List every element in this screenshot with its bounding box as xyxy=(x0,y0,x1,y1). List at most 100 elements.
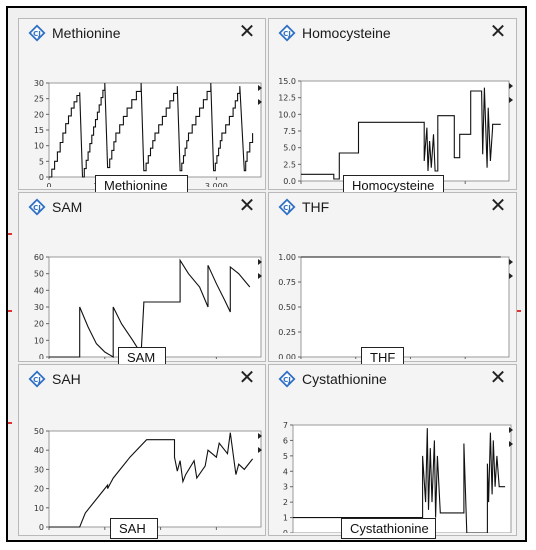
y-tick-label: 2.5 xyxy=(283,160,296,169)
series-label-badge: Cystathionine xyxy=(341,518,436,539)
series-label-badge: Methionine xyxy=(95,175,188,196)
y-tick-label: 30 xyxy=(34,79,44,88)
y-tick-label: 3 xyxy=(283,483,288,492)
y-tick-label: 10 xyxy=(34,504,44,513)
y-tick-label: 5 xyxy=(39,157,44,166)
y-tick-label: 50 xyxy=(34,270,44,279)
y-tick-label: 10.0 xyxy=(278,110,296,119)
window-title: THF xyxy=(302,199,330,215)
window-title-bar[interactable]: CJ Cystathionine ✕ xyxy=(269,365,516,393)
y-tick-label: 5 xyxy=(283,452,288,461)
chart-sam: 010203040506001 0002 0003 000 xyxy=(19,221,263,371)
app-logo-icon: CJ xyxy=(28,370,46,393)
scroll-arrow-icon xyxy=(258,85,262,91)
y-tick-label: 15 xyxy=(34,126,44,135)
scroll-arrow-icon xyxy=(258,433,262,439)
series-line xyxy=(49,258,251,358)
x-tick-label: 3 000 xyxy=(205,532,228,533)
y-tick-label: 60 xyxy=(34,253,44,262)
scroll-arrow-icon xyxy=(258,273,262,279)
scroll-arrow-icon xyxy=(258,447,262,453)
svg-text:CJ: CJ xyxy=(33,30,41,38)
y-tick-label: 10 xyxy=(34,336,44,345)
window-title-bar[interactable]: CJ Methionine ✕ xyxy=(19,19,265,47)
series-line xyxy=(293,428,506,534)
window-title-bar[interactable]: CJ SAH ✕ xyxy=(19,365,265,393)
chart-cystathionine: 0123456705001 0001 5002 0002 5003 0003 5… xyxy=(269,393,514,547)
y-tick-label: 1.00 xyxy=(278,253,296,262)
y-tick-label: 0.00 xyxy=(278,353,296,359)
y-tick-label: 0.25 xyxy=(278,328,296,337)
plot-area xyxy=(48,430,262,528)
close-icon[interactable]: ✕ xyxy=(489,21,507,43)
y-tick-label: 5.0 xyxy=(283,144,296,153)
window-title: Cystathionine xyxy=(302,371,387,387)
y-tick-label: 30 xyxy=(34,303,44,312)
y-tick-label: 0.75 xyxy=(278,278,296,287)
close-icon[interactable]: ✕ xyxy=(238,21,256,43)
x-tick-label: 0 xyxy=(46,182,51,187)
x-tick-label: 0 xyxy=(46,532,51,533)
app-logo-icon: CJ xyxy=(278,370,296,393)
app-logo-icon: CJ xyxy=(278,24,296,47)
window-title: Methionine xyxy=(52,25,121,41)
y-tick-label: 30 xyxy=(34,465,44,474)
svg-text:CJ: CJ xyxy=(283,376,291,384)
y-tick-label: 50 xyxy=(34,427,44,436)
series-line xyxy=(301,87,501,180)
app-logo-icon: CJ xyxy=(278,198,296,221)
chart-sah: 0102030405001 0002 0003 000 xyxy=(19,393,263,541)
edge-marker xyxy=(8,310,12,312)
window-title-bar[interactable]: CJ SAM ✕ xyxy=(19,193,265,221)
y-tick-label: 20 xyxy=(34,320,44,329)
scroll-arrow-icon xyxy=(509,259,513,265)
window-title: Homocysteine xyxy=(302,25,391,41)
x-tick-label: 3 000 xyxy=(454,186,477,187)
y-tick-label: 1 xyxy=(283,514,288,523)
scroll-arrow-icon xyxy=(258,259,262,265)
y-tick-label: 15.0 xyxy=(278,77,296,86)
chart-methionine: 05101520253001 0002 0003 000 xyxy=(19,47,263,192)
y-tick-label: 25 xyxy=(34,95,44,104)
edge-marker xyxy=(8,422,12,424)
y-tick-label: 40 xyxy=(34,446,44,455)
close-icon[interactable]: ✕ xyxy=(238,367,256,389)
window-title-bar[interactable]: CJ THF ✕ xyxy=(269,193,516,221)
scroll-arrow-icon xyxy=(509,83,513,89)
scroll-arrow-icon xyxy=(509,427,513,433)
y-tick-label: 20 xyxy=(34,110,44,119)
y-tick-label: 4 xyxy=(283,467,288,476)
svg-text:CJ: CJ xyxy=(283,204,291,212)
window-title: SAH xyxy=(52,371,81,387)
y-tick-label: 0 xyxy=(283,529,288,533)
y-tick-label: 0.0 xyxy=(283,177,296,186)
window-title-bar[interactable]: CJ Homocysteine ✕ xyxy=(269,19,516,47)
close-icon[interactable]: ✕ xyxy=(489,195,507,217)
close-icon[interactable]: ✕ xyxy=(238,195,256,217)
plot-area xyxy=(300,80,510,182)
chart-window-homocysteine: CJ Homocysteine ✕ 0.0 2.5 5.0 7.5 10.0 12.5 15.0 0… xyxy=(268,18,517,195)
y-tick-label: 6 xyxy=(283,436,288,445)
scroll-arrow-icon xyxy=(509,97,513,103)
y-tick-label: 10 xyxy=(34,142,44,151)
x-tick-label: 0 xyxy=(298,186,303,187)
edge-marker xyxy=(8,233,12,235)
scroll-arrow-icon xyxy=(258,99,262,105)
y-tick-label: 40 xyxy=(34,286,44,295)
close-icon[interactable]: ✕ xyxy=(489,367,507,389)
y-tick-label: 7 xyxy=(283,421,288,430)
window-title: SAM xyxy=(52,199,83,215)
series-line xyxy=(49,432,254,528)
plot-area xyxy=(48,256,262,358)
scroll-arrow-icon xyxy=(509,273,513,279)
svg-text:CJ: CJ xyxy=(33,376,41,384)
plot-area xyxy=(292,424,512,534)
x-tick-label: 3 000 xyxy=(205,182,228,187)
y-tick-label: 12.5 xyxy=(278,94,296,103)
plot-area xyxy=(300,256,510,358)
y-tick-label: 7.5 xyxy=(283,127,296,136)
